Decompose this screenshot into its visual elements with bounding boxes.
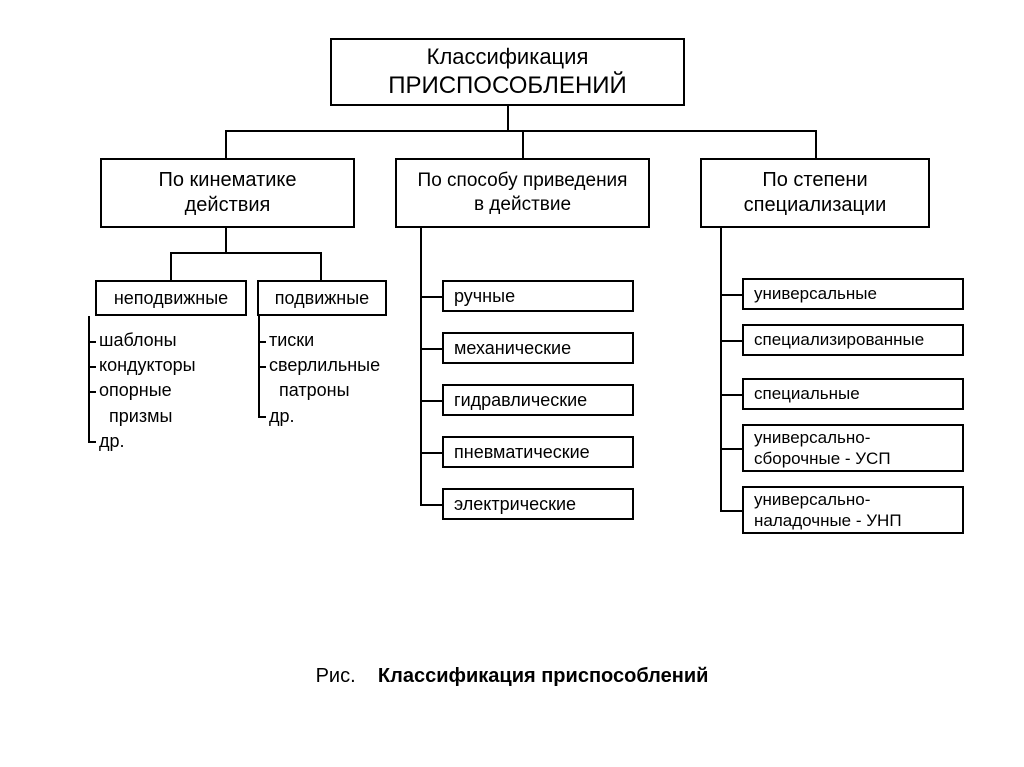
figure-caption: Рис. Классификация приспособлений: [0, 665, 1024, 688]
actuation-item: ручные: [442, 280, 634, 312]
branch-specialization: По степени специализации: [700, 158, 930, 228]
list-item: сверлильные: [269, 353, 380, 378]
branch-specialization-l2: специализации: [744, 193, 887, 218]
list-item: др.: [99, 429, 125, 454]
branch-actuation: По способу приведения в действие: [395, 158, 650, 228]
diagram-canvas: Классификация ПРИСПОСОБЛЕНИЙ По кинемати…: [0, 0, 1024, 767]
branch-actuation-l2: в действие: [474, 193, 571, 217]
caption-prefix: Рис.: [316, 665, 356, 687]
subnode-movable: подвижные: [257, 280, 387, 316]
specialization-item: универсальные: [742, 278, 964, 310]
specialization-item: универсально-наладочные - УНП: [742, 486, 964, 534]
subnode-static-label: неподвижные: [114, 287, 228, 310]
caption-bold: Классификация приспособлений: [378, 665, 709, 687]
branch-specialization-l1: По степени: [762, 168, 867, 193]
specialization-item: специализированные: [742, 324, 964, 356]
list-item: опорные: [99, 378, 172, 403]
root-node: Классификация ПРИСПОСОБЛЕНИЙ: [330, 38, 685, 106]
list-item: патроны: [269, 378, 350, 403]
list-item: призмы: [99, 404, 172, 429]
branch-kinematics: По кинематике действия: [100, 158, 355, 228]
specialization-item: универсально-сборочные - УСП: [742, 424, 964, 472]
branch-kinematics-l2: действия: [185, 193, 271, 218]
subnode-static: неподвижные: [95, 280, 247, 316]
list-item: тиски: [269, 328, 314, 353]
list-item: шаблоны: [99, 328, 177, 353]
subnode-movable-label: подвижные: [275, 287, 369, 310]
root-line1: Классификация: [427, 43, 589, 71]
list-item: кондукторы: [99, 353, 196, 378]
specialization-item: специальные: [742, 378, 964, 410]
actuation-item: механические: [442, 332, 634, 364]
branch-kinematics-l1: По кинематике: [158, 168, 296, 193]
list-item: др.: [269, 404, 295, 429]
root-line2: ПРИСПОСОБЛЕНИЙ: [388, 71, 627, 101]
branch-actuation-l1: По способу приведения: [418, 169, 628, 193]
actuation-item: пневматические: [442, 436, 634, 468]
actuation-item: гидравлические: [442, 384, 634, 416]
actuation-item: электрические: [442, 488, 634, 520]
